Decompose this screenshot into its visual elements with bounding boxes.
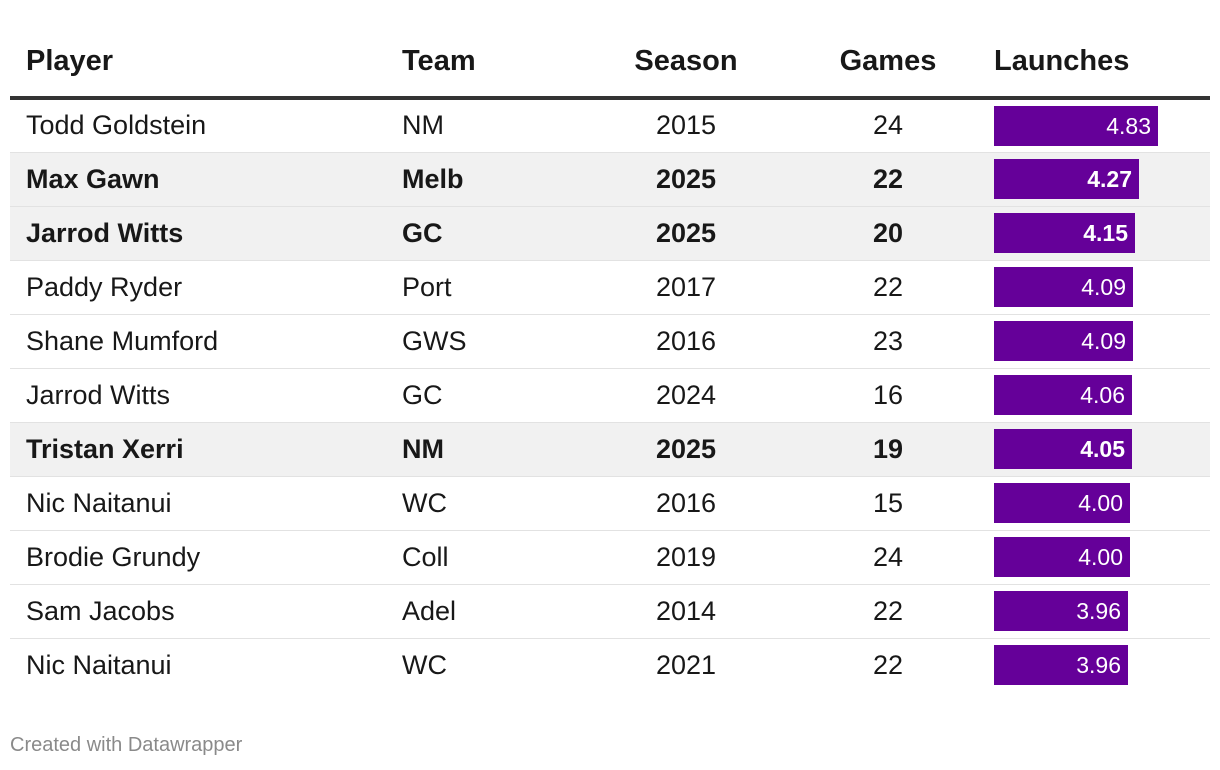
table-body: Todd Goldstein NM 2015 24 4.83 Max Gawn Melb 20… (10, 98, 1210, 692)
launches-cell: 4.27 (990, 152, 1210, 207)
table-header: Player Team Season Games Launches (10, 0, 1210, 100)
player-cell: Max Gawn (10, 152, 386, 207)
player-cell: Nic Naitanui (26, 649, 172, 680)
launches-bar: 4.00 (994, 483, 1130, 523)
launches-cell: 3.96 (990, 638, 1210, 692)
datawrapper-credit: Created with Datawrapper (10, 734, 243, 756)
launches-bar: 3.96 (994, 645, 1128, 686)
team-cell: GC (386, 206, 586, 261)
season-cell: 2017 (586, 260, 786, 315)
season-cell: 2021 (655, 649, 717, 680)
column-header-player[interactable]: Player (10, 0, 386, 100)
launches-bar: 4.83 (994, 105, 1158, 146)
launches-bar: 4.09 (994, 321, 1133, 361)
table-row: Jarrod Witts GC 2025 20 4.15 (10, 206, 1210, 261)
season-cell: 2015 (586, 98, 786, 153)
table-row: Nic Naitanui WC 2016 15 4.00 (10, 476, 1210, 531)
team-cell: WC (402, 649, 447, 680)
launches-cell: 4.00 (990, 530, 1210, 585)
table-row: Sam Jacobs Adel 2014 22 3.96 (10, 584, 1210, 639)
launches-cell: 3.96 (990, 584, 1210, 639)
team-cell: NM (386, 98, 586, 153)
player-cell: Paddy Ryder (10, 260, 386, 315)
season-cell: 2025 (586, 206, 786, 261)
games-cell: 15 (786, 476, 990, 531)
header-row: Player Team Season Games Launches (10, 0, 1210, 100)
player-cell: Jarrod Witts (10, 368, 386, 423)
season-cell: 2024 (586, 368, 786, 423)
games-cell: 20 (786, 206, 990, 261)
table-row: Jarrod Witts GC 2024 16 4.06 (10, 368, 1210, 423)
team-cell: Melb (386, 152, 586, 207)
launches-table: Player Team Season Games Launches Todd G… (10, 0, 1210, 692)
games-cell: 22 (786, 260, 990, 315)
player-cell: Shane Mumford (10, 314, 386, 369)
games-cell: 22 (786, 584, 990, 639)
launches-cell: 4.09 (990, 260, 1210, 315)
team-cell: WC (386, 476, 586, 531)
games-cell: 22 (786, 152, 990, 207)
player-cell: Brodie Grundy (10, 530, 386, 585)
launches-cell: 4.09 (990, 314, 1210, 369)
column-header-launches[interactable]: Launches (990, 0, 1210, 100)
team-cell: Coll (386, 530, 586, 585)
column-header-team[interactable]: Team (386, 0, 586, 100)
table-row: Paddy Ryder Port 2017 22 4.09 (10, 260, 1210, 315)
games-cell: 16 (786, 368, 990, 423)
launches-bar: 4.05 (994, 429, 1132, 469)
column-header-season[interactable]: Season (586, 0, 786, 100)
table-row: Shane Mumford GWS 2016 23 4.09 (10, 314, 1210, 369)
season-cell: 2016 (586, 314, 786, 369)
season-cell: 2025 (586, 152, 786, 207)
data-table-container: Player Team Season Games Launches Todd G… (10, 0, 1210, 692)
season-cell: 2014 (586, 584, 786, 639)
games-cell: 22 (872, 649, 904, 680)
player-cell: Nic Naitanui (10, 476, 386, 531)
team-cell: Port (386, 260, 586, 315)
games-cell: 19 (786, 422, 990, 477)
launches-bar: 4.27 (994, 159, 1139, 199)
player-cell: Sam Jacobs (10, 584, 386, 639)
player-cell: Tristan Xerri (10, 422, 386, 477)
games-cell: 24 (786, 98, 990, 153)
season-cell: 2016 (586, 476, 786, 531)
games-cell: 24 (786, 530, 990, 585)
player-cell: Jarrod Witts (10, 206, 386, 261)
games-cell: 23 (786, 314, 990, 369)
table-row: Todd Goldstein NM 2015 24 4.83 (10, 98, 1210, 153)
launches-bar: 4.15 (994, 213, 1135, 253)
season-cell: 2025 (586, 422, 786, 477)
table-row: Tristan Xerri NM 2025 19 4.05 (10, 422, 1210, 477)
launches-cell: 4.05 (990, 422, 1210, 477)
team-cell: GC (386, 368, 586, 423)
launches-cell: 4.15 (990, 206, 1210, 261)
team-cell: NM (386, 422, 586, 477)
launches-bar: 3.96 (994, 591, 1128, 631)
table-row: Nic Naitanui WC 2021 22 3.96 (10, 638, 1210, 692)
table-row: Max Gawn Melb 2025 22 4.27 (10, 152, 1210, 207)
launches-cell: 4.00 (990, 476, 1210, 531)
launches-cell: 4.83 (990, 98, 1210, 153)
team-cell: GWS (386, 314, 586, 369)
launches-cell: 4.06 (990, 368, 1210, 423)
team-cell: Adel (386, 584, 586, 639)
player-cell: Todd Goldstein (10, 98, 386, 153)
launches-bar: 4.00 (994, 537, 1130, 577)
column-header-games[interactable]: Games (786, 0, 990, 100)
launches-bar: 4.06 (994, 375, 1132, 415)
season-cell: 2019 (586, 530, 786, 585)
launches-bar: 4.09 (994, 267, 1133, 307)
table-row: Brodie Grundy Coll 2019 24 4.00 (10, 530, 1210, 585)
